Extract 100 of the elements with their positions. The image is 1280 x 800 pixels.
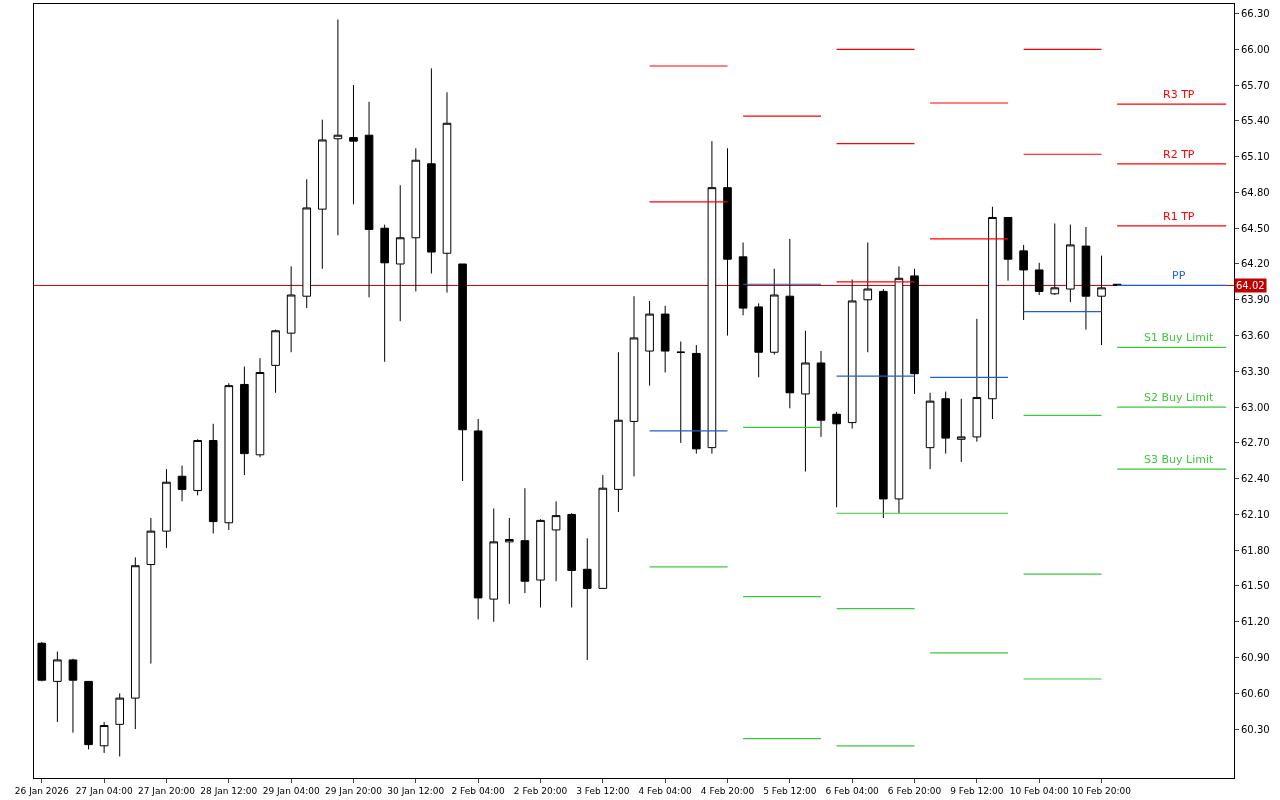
candlestick xyxy=(1034,262,1044,296)
candlestick xyxy=(1019,244,1028,321)
series-label: R3 TP xyxy=(1163,88,1195,101)
y-tick-label: 61.20 xyxy=(1241,616,1270,628)
candlestick xyxy=(894,265,904,514)
candlestick xyxy=(505,517,514,605)
y-tick-label: 64.80 xyxy=(1241,186,1270,198)
candlestick xyxy=(910,268,919,395)
candlestick xyxy=(536,518,545,608)
y-tick-label: 62.40 xyxy=(1241,473,1270,485)
series-label: S2 Buy Limit xyxy=(1144,391,1214,404)
y-tick-label: 63.90 xyxy=(1241,294,1270,306)
x-tick-label: 29 Jan 04:00 xyxy=(262,785,320,796)
x-tick-label: 3 Feb 12:00 xyxy=(576,785,630,796)
candlestick xyxy=(785,238,795,409)
candlestick xyxy=(395,184,405,322)
series-label: PP xyxy=(1172,269,1186,282)
candlestick xyxy=(473,418,483,620)
x-tick-label: 10 Feb 20:00 xyxy=(1072,785,1132,796)
candlestick xyxy=(801,330,810,472)
x-tick-label: 26 Jan 2026 xyxy=(14,785,70,796)
x-tick-label: 27 Jan 04:00 xyxy=(75,785,133,796)
candlestick xyxy=(302,178,312,309)
series-label: S3 Buy Limit xyxy=(1144,453,1214,466)
candlestick xyxy=(162,468,171,549)
candlestick xyxy=(349,84,358,205)
candlestick xyxy=(769,268,779,356)
x-tick-label: 10 Feb 04:00 xyxy=(1009,785,1069,796)
candlestick xyxy=(754,302,763,378)
candlestick xyxy=(816,350,826,438)
candlestick xyxy=(723,147,732,337)
x-tick-label: 4 Feb 04:00 xyxy=(638,785,693,796)
candlestick xyxy=(240,366,249,476)
candlestick xyxy=(863,242,873,353)
candlestick xyxy=(614,351,623,513)
y-tick-label: 65.70 xyxy=(1241,79,1270,91)
candlestick xyxy=(442,91,452,294)
y-tick-label: 61.80 xyxy=(1241,544,1270,556)
candlestick xyxy=(879,288,888,519)
candlestick xyxy=(707,140,717,455)
candlestick xyxy=(1097,255,1106,346)
x-tick-label: 4 Feb 20:00 xyxy=(700,785,755,796)
candlestick xyxy=(676,341,686,444)
candlestick xyxy=(629,295,639,477)
y-tick-label: 65.40 xyxy=(1241,115,1270,127)
candlestick xyxy=(146,517,156,665)
x-tick-label: 27 Jan 20:00 xyxy=(137,785,196,796)
y-tick-label: 62.10 xyxy=(1241,508,1270,520)
candlestick xyxy=(988,206,997,420)
candlestick xyxy=(208,423,218,535)
candlestick xyxy=(37,641,47,682)
candlestick xyxy=(956,398,966,463)
candlestick xyxy=(193,438,202,496)
candlestick xyxy=(99,721,109,754)
candlestick xyxy=(832,411,841,508)
candlestick xyxy=(551,500,561,582)
x-tick-label: 2 Feb 20:00 xyxy=(513,785,568,796)
candlestick xyxy=(660,305,670,374)
y-tick-label: 60.90 xyxy=(1241,652,1270,664)
candlestick xyxy=(364,101,374,298)
candlestick xyxy=(582,537,592,661)
y-tick-label: 64.50 xyxy=(1241,222,1270,234)
candlestick xyxy=(1050,222,1060,296)
candlestick xyxy=(427,67,436,275)
candlestick xyxy=(972,318,982,443)
candlestick xyxy=(738,242,748,316)
x-tick-label: 9 Feb 12:00 xyxy=(950,785,1004,796)
candlestick xyxy=(224,382,234,531)
candlestick xyxy=(255,357,265,458)
candlestick xyxy=(1081,226,1091,331)
candlestick xyxy=(645,300,654,387)
candlestick xyxy=(286,265,296,353)
series-label: R1 TP xyxy=(1163,210,1195,223)
candlestick xyxy=(84,680,93,750)
candlestick xyxy=(847,278,857,430)
candlestick xyxy=(115,692,125,758)
y-tick-label: 66.30 xyxy=(1241,8,1270,20)
x-tick-label: 6 Feb 04:00 xyxy=(825,785,880,796)
candlestick xyxy=(317,119,327,270)
ref-line-label: 64.02 xyxy=(1236,280,1265,291)
candlestick xyxy=(567,512,576,608)
candlestick xyxy=(53,651,62,723)
y-tick-label: 66.00 xyxy=(1241,43,1270,55)
y-tick-label: 61.50 xyxy=(1241,580,1270,592)
y-tick-label: 63.30 xyxy=(1241,365,1270,377)
y-tick-label: 60.30 xyxy=(1241,723,1270,735)
candlestick xyxy=(380,224,389,363)
candlestick xyxy=(941,391,951,455)
series-label: S1 Buy Limit xyxy=(1144,331,1214,344)
candlestick xyxy=(520,487,530,594)
candlestick xyxy=(68,658,78,734)
x-tick-label: 29 Jan 20:00 xyxy=(324,785,383,796)
y-tick-label: 63.00 xyxy=(1241,401,1270,413)
y-tick-label: 60.60 xyxy=(1241,687,1270,699)
y-tick-label: 65.10 xyxy=(1241,151,1270,163)
candlestick xyxy=(692,344,701,455)
candlestick xyxy=(598,474,608,589)
x-tick-label: 5 Feb 12:00 xyxy=(763,785,817,796)
candlestick xyxy=(489,507,499,623)
series-label: R2 TP xyxy=(1163,148,1195,161)
